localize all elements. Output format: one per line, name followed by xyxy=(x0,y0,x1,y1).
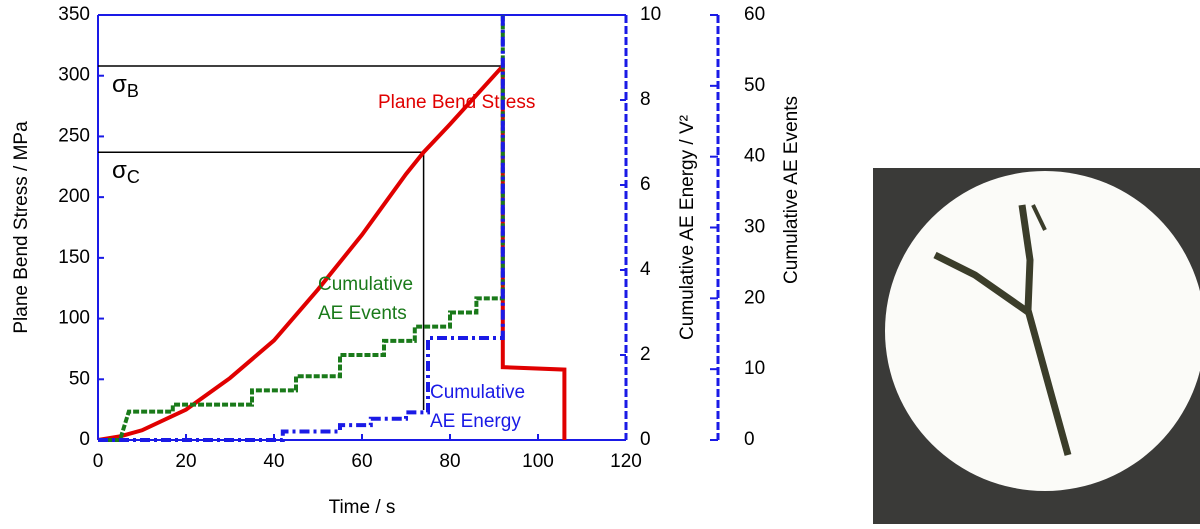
y-tick-label: 250 xyxy=(58,125,90,146)
y-tick-label: 350 xyxy=(58,4,90,25)
y3-axis-title: Cumulative AE Events xyxy=(781,96,802,284)
y3-tick-label: 30 xyxy=(744,217,765,238)
x-tick-label: 80 xyxy=(439,451,460,472)
y2-tick-label: 8 xyxy=(640,89,651,110)
reference-label: σB xyxy=(112,71,139,100)
x-tick-label: 0 xyxy=(93,451,104,472)
y2-tick-label: 6 xyxy=(640,174,651,195)
series-line xyxy=(98,15,505,442)
series-label: Cumulative xyxy=(318,274,413,295)
reference-subscript: C xyxy=(127,167,140,187)
y3-tick-label: 60 xyxy=(744,4,765,25)
x-tick-label: 100 xyxy=(522,451,554,472)
y3-tick-label: 20 xyxy=(744,287,765,308)
series-line xyxy=(98,15,505,442)
y2-tick-label: 2 xyxy=(640,344,651,365)
series-label: AE Events xyxy=(318,303,407,324)
y-tick-label: 0 xyxy=(79,429,90,450)
y3-tick-label: 50 xyxy=(744,75,765,96)
x-tick-label: 60 xyxy=(351,451,372,472)
y3-tick-label: 40 xyxy=(744,146,765,167)
series-label: Plane Bend Stress xyxy=(378,92,535,113)
y-tick-label: 50 xyxy=(69,368,90,389)
y3-tick-label: 0 xyxy=(744,429,755,450)
y-tick-label: 150 xyxy=(58,247,90,268)
x-tick-label: 120 xyxy=(610,451,642,472)
y-tick-label: 100 xyxy=(58,308,90,329)
y2-tick-label: 4 xyxy=(640,259,651,280)
series-label: AE Energy xyxy=(430,411,521,432)
reference-subscript: B xyxy=(127,81,139,101)
specimen-photo xyxy=(873,168,1200,524)
reference-label: σC xyxy=(112,158,140,187)
y2-axis-title: Cumulative AE Energy / V² xyxy=(677,115,698,340)
reference-symbol: σ xyxy=(112,158,127,185)
x-tick-label: 20 xyxy=(175,451,196,472)
y2-tick-label: 0 xyxy=(640,429,651,450)
x-axis-title: Time / s xyxy=(329,497,396,518)
y3-tick-label: 10 xyxy=(744,358,765,379)
reference-symbol: σ xyxy=(112,71,127,98)
y-tick-label: 200 xyxy=(58,186,90,207)
y-axis-title: Plane Bend Stress / MPa xyxy=(11,121,32,334)
y2-tick-label: 10 xyxy=(640,4,661,25)
y-tick-label: 300 xyxy=(58,65,90,86)
series-label: Cumulative xyxy=(430,382,525,403)
x-tick-label: 40 xyxy=(263,451,284,472)
